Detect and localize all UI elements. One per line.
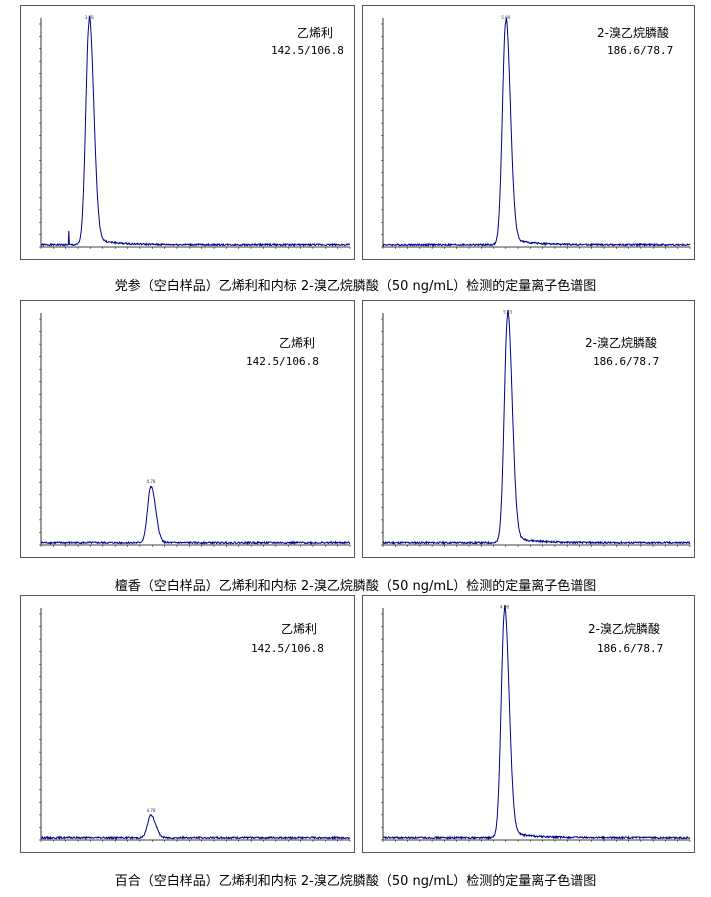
peak-label: 4.98	[500, 605, 509, 610]
chromatogram-svg: 5.03	[381, 309, 691, 547]
figure-caption: 檀香（空白样品）乙烯利和内标 2-溴乙烷膦酸（50 ng/mL）检测的定量离子色…	[114, 579, 597, 594]
compound-label: 乙烯利	[297, 26, 334, 40]
chromatogram-trace	[40, 813, 351, 841]
peak-label: 5.00	[501, 15, 510, 20]
chromatogram-panel: 4.78 乙烯利 142.5/106.8	[20, 300, 355, 558]
figure-caption: 党参（空白样品）乙烯利和内标 2-溴乙烷膦酸（50 ng/mL）检测的定量离子色…	[114, 279, 597, 294]
figure-caption: 百合（空白样品）乙烯利和内标 2-溴乙烷膦酸（50 ng/mL）检测的定量离子色…	[114, 874, 597, 889]
compound-label: 乙烯利	[279, 336, 316, 350]
chromatogram-panel: 5.03 2-溴乙烷膦酸 186.6/78.7	[362, 300, 695, 558]
chromatogram-trace	[382, 17, 691, 248]
chromatogram-trace	[382, 605, 691, 841]
compound-label: 2-溴乙烷膦酸	[588, 622, 660, 636]
chromatogram-panel: 4.78 乙烯利 142.5/106.8	[20, 595, 355, 853]
transition-label: 142.5/106.8	[246, 355, 319, 368]
peak-label: 4.78	[147, 808, 156, 813]
transition-label: 186.6/78.7	[593, 355, 660, 368]
chromatogram-trace	[40, 485, 351, 546]
chromatogram-panel: 4.98 2-溴乙烷膦酸 186.6/78.7	[362, 595, 695, 853]
transition-label: 186.6/78.7	[597, 642, 664, 655]
chromatogram-trace	[40, 15, 351, 248]
chromatogram-svg: 4.78	[39, 608, 351, 842]
chromatogram-svg: 4.78	[39, 313, 351, 547]
transition-label: 186.6/78.7	[607, 44, 674, 57]
transition-label: 142.5/106.8	[251, 642, 324, 655]
chromatogram-svg: 4.98	[381, 605, 691, 842]
chromatogram-svg: 3.78	[39, 15, 351, 249]
compound-label: 乙烯利	[281, 622, 318, 636]
peak-label: 3.78	[85, 15, 94, 20]
compound-label: 2-溴乙烷膦酸	[585, 336, 657, 350]
chromatogram-svg: 5.00	[381, 15, 691, 249]
peak-label: 5.03	[503, 310, 512, 315]
peak-label: 4.78	[147, 479, 156, 484]
chromatogram-panel: 3.78 乙烯利 142.5/106.8	[20, 5, 355, 260]
chromatogram-trace	[382, 309, 691, 546]
transition-label: 142.5/106.8	[271, 44, 344, 57]
chromatogram-panel: 5.00 2-溴乙烷膦酸 186.6/78.7	[362, 5, 695, 260]
compound-label: 2-溴乙烷膦酸	[597, 26, 669, 40]
